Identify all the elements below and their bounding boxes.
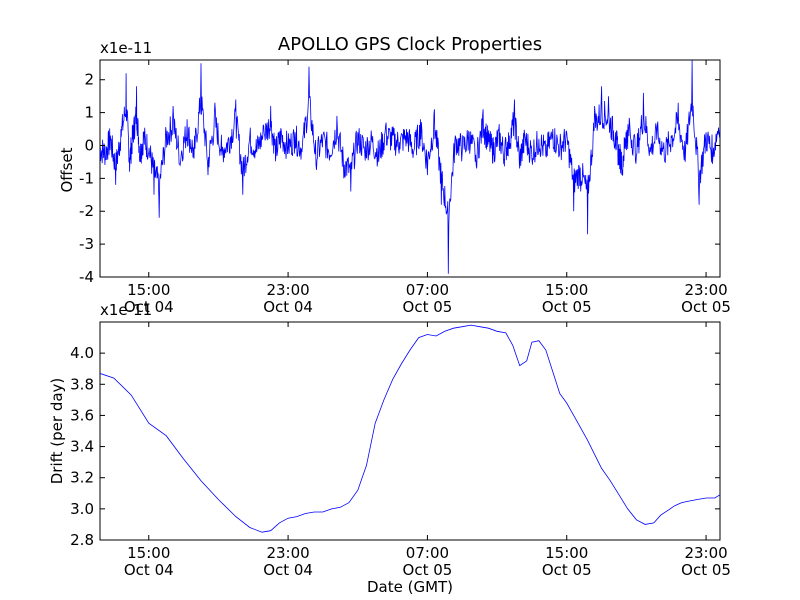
drift-ytick-label-4: 3.6 xyxy=(70,406,94,424)
drift-xtick-time-0: 15:00 xyxy=(127,544,170,562)
drift-plot-frame xyxy=(99,321,721,541)
drift-scale-label: x1e-11 xyxy=(100,301,152,319)
offset-plot-frame xyxy=(99,59,721,278)
drift-xtick-time-4: 23:00 xyxy=(684,544,727,562)
offset-xtick-time-4: 23:00 xyxy=(684,281,727,299)
offset-ytick-label-2: -2 xyxy=(79,202,94,220)
figure-title: APOLLO GPS Clock Properties xyxy=(278,34,542,55)
offset-xtick-time-3: 15:00 xyxy=(545,281,588,299)
offset-xtick-time-1: 23:00 xyxy=(266,281,309,299)
drift-xtick-time-3: 15:00 xyxy=(545,544,588,562)
drift-xtick-date-3: Oct 05 xyxy=(542,561,592,579)
drift-xtick-date-1: Oct 04 xyxy=(263,561,313,579)
drift-ytick-label-0: 2.8 xyxy=(70,531,94,549)
offset-xtick-date-3: Oct 05 xyxy=(542,298,592,316)
offset-xtick-date-1: Oct 04 xyxy=(263,298,313,316)
drift-series-line-0 xyxy=(100,324,720,533)
offset-ytick-label-4: 0 xyxy=(84,136,94,154)
drift-ytick-label-2: 3.2 xyxy=(70,469,94,487)
offset-ytick-label-3: -1 xyxy=(79,169,94,187)
offset-y-axis-label: Offset xyxy=(58,147,76,192)
offset-xtick-date-2: Oct 05 xyxy=(403,298,453,316)
drift-x-axis-label: Date (GMT) xyxy=(367,578,453,596)
offset-ytick-label-0: -4 xyxy=(79,268,94,286)
offset-xtick-time-0: 15:00 xyxy=(127,281,170,299)
offset-y-ticks: -4 -3 -2 -1 0 1 2 xyxy=(79,71,720,286)
drift-ytick-label-6: 4.0 xyxy=(70,344,94,362)
offset-xtick-date-4: Oct 05 xyxy=(681,298,731,316)
drift-xtick-date-2: Oct 05 xyxy=(403,561,453,579)
offset-scale-label: x1e-11 xyxy=(100,39,152,57)
offset-series-line-0 xyxy=(100,60,720,274)
drift-xtick-time-2: 07:00 xyxy=(406,544,449,562)
drift-ytick-label-1: 3.0 xyxy=(70,500,94,518)
offset-ytick-label-1: -3 xyxy=(79,235,94,253)
offset-xtick-time-2: 07:00 xyxy=(406,281,449,299)
drift-line-layer xyxy=(100,324,720,533)
offset-ytick-label-6: 2 xyxy=(84,71,94,89)
drift-ytick-label-3: 3.4 xyxy=(70,438,94,456)
drift-xtick-date-4: Oct 05 xyxy=(681,561,731,579)
drift-ytick-label-5: 3.8 xyxy=(70,375,94,393)
drift-y-axis-label: Drift (per day) xyxy=(48,378,66,485)
drift-xtick-time-1: 23:00 xyxy=(266,544,309,562)
offset-xtick-date-0: Oct 04 xyxy=(124,298,174,316)
drift-xtick-date-0: Oct 04 xyxy=(124,561,174,579)
drift-y-ticks: 2.8 3.0 3.2 3.4 3.6 3.8 4.0 xyxy=(70,344,720,549)
offset-line-layer xyxy=(100,60,720,274)
offset-ytick-label-5: 1 xyxy=(84,104,94,122)
